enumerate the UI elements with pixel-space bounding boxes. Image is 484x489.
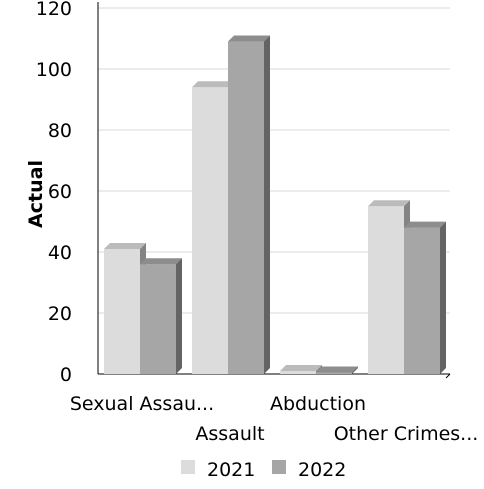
bar <box>140 258 182 374</box>
x-tick-labels: Sexual Assau... Assault Abduction Other Cri… <box>70 393 478 445</box>
legend: 2021 2022 <box>181 459 346 481</box>
legend-swatch <box>181 460 195 474</box>
bar-top <box>228 35 270 42</box>
bar-front <box>316 372 352 374</box>
bar-side <box>264 35 270 375</box>
y-tick-label: 100 <box>36 59 72 81</box>
y-tick-label: 60 <box>48 181 72 203</box>
y-tick-label: 0 <box>60 364 72 386</box>
y-tick-label: 40 <box>48 242 72 264</box>
bar-side <box>176 258 182 374</box>
bar <box>104 242 146 374</box>
bar <box>280 364 322 374</box>
bar-top <box>404 221 446 228</box>
legend-label: 2022 <box>298 459 346 481</box>
bar-front <box>404 227 440 374</box>
legend-swatch <box>272 460 286 474</box>
x-tick-label: Sexual Assau... <box>70 393 214 415</box>
bar-side <box>352 366 358 374</box>
bar-front <box>104 248 140 374</box>
bar <box>316 366 358 374</box>
bar-front <box>140 264 176 374</box>
bar <box>192 81 234 375</box>
bar-top <box>368 200 410 207</box>
bar-top <box>192 81 234 88</box>
legend-label: 2021 <box>207 459 255 481</box>
bar-top <box>316 366 358 373</box>
y-tick-label: 80 <box>48 120 72 142</box>
y-axis-label: Actual <box>25 160 47 228</box>
x-tick-label: Assault <box>195 423 264 445</box>
bar <box>228 35 270 375</box>
bar-front <box>280 370 316 374</box>
bar-side <box>440 221 446 374</box>
y-tick-label: 20 <box>48 303 72 325</box>
bar-front <box>192 87 228 375</box>
bars <box>104 35 446 375</box>
bar-front <box>228 41 264 375</box>
x-tick-label: Abduction <box>270 393 366 415</box>
x-axis-depth <box>445 373 451 379</box>
bar-top <box>280 364 322 371</box>
y-tick-labels: 0 20 40 60 80 100 120 <box>36 0 72 386</box>
bar-front <box>368 206 404 374</box>
bar <box>404 221 446 374</box>
bar-top <box>140 258 182 265</box>
x-tick-label: Other Crimes... <box>334 423 479 445</box>
bar-top <box>104 242 146 249</box>
bar <box>368 200 410 374</box>
y-tick-label: 120 <box>36 0 72 20</box>
